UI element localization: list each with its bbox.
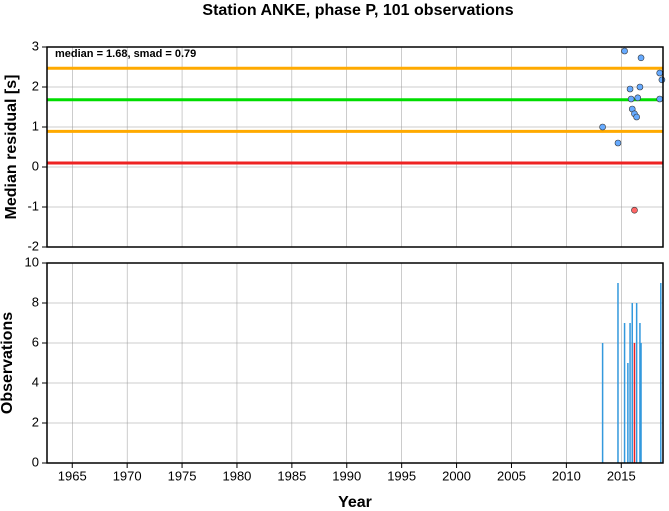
x-tick-label: 2015 bbox=[607, 468, 636, 483]
axes-frame bbox=[46, 262, 664, 464]
x-tick-label: 2010 bbox=[552, 468, 581, 483]
point bbox=[636, 83, 644, 91]
point bbox=[626, 85, 634, 93]
y-tick-label: -1 bbox=[27, 198, 39, 213]
y-axis-label: Observations bbox=[0, 312, 16, 414]
x-tick-label: 2005 bbox=[497, 468, 526, 483]
y-axis-label: Median residual [s] bbox=[3, 75, 20, 220]
point bbox=[627, 95, 635, 103]
plot-area bbox=[47, 263, 663, 463]
annotation: median = 1.68, smad = 0.79 bbox=[55, 48, 196, 60]
y-tick-label: 0 bbox=[32, 158, 39, 173]
x-tick-label: 1965 bbox=[58, 468, 87, 483]
point bbox=[656, 69, 664, 77]
axes-frame bbox=[46, 46, 664, 248]
point bbox=[658, 76, 666, 84]
y-tick-label: 10 bbox=[25, 254, 39, 269]
point bbox=[599, 123, 606, 131]
point bbox=[633, 113, 640, 121]
y-tick-label: 6 bbox=[32, 334, 39, 349]
point bbox=[656, 95, 664, 103]
y-tick-label: 8 bbox=[32, 294, 39, 309]
plot-area bbox=[47, 47, 663, 247]
point bbox=[637, 54, 645, 62]
y-tick-label: 2 bbox=[32, 414, 39, 429]
x-tick-label: 2000 bbox=[442, 468, 471, 483]
point bbox=[614, 139, 622, 147]
point bbox=[621, 47, 628, 55]
x-tick-label: 1980 bbox=[222, 468, 251, 483]
y-tick-label: 1 bbox=[32, 118, 39, 133]
y-tick-label: 3 bbox=[32, 38, 39, 53]
x-tick-label: 1970 bbox=[113, 468, 142, 483]
x-axis-label: Year bbox=[338, 494, 372, 511]
point bbox=[631, 206, 638, 214]
point bbox=[634, 94, 642, 102]
y-tick-label: 2 bbox=[32, 78, 39, 93]
y-tick-label: 4 bbox=[32, 374, 39, 389]
x-tick-label: 1995 bbox=[387, 468, 416, 483]
y-tick-label: -2 bbox=[27, 238, 39, 253]
chart-title: Station ANKE, phase P, 101 observations bbox=[202, 2, 513, 19]
x-tick-label: 1975 bbox=[168, 468, 197, 483]
y-tick-label: 0 bbox=[32, 454, 39, 469]
x-tick-label: 1990 bbox=[332, 468, 361, 483]
x-tick-label: 1985 bbox=[277, 468, 306, 483]
